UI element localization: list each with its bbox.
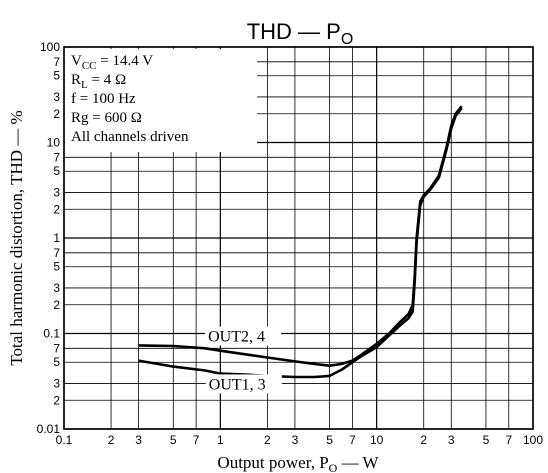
y-tick-label: 2 [53,393,60,407]
x-tick-label: 1 [217,433,224,447]
y-tick-label: 5 [53,260,60,274]
x-tick-label: 7 [349,433,356,447]
x-tick-label: 7 [505,433,512,447]
x-tick-label: 2 [264,433,271,447]
y-tick-label: 7 [53,341,60,355]
y-tick-label: 0.1 [43,327,60,341]
annotation-line: VCC = 14.4 V [71,53,153,72]
y-tick-label: 2 [53,107,60,121]
chart-title: THD — PO [247,19,354,48]
x-axis-label: Output power, PO — W [217,453,379,473]
y-tick-label: 7 [53,55,60,69]
x-tick-label: 100 [523,433,543,447]
y-tick-label: 3 [53,376,60,390]
x-tick-label: 5 [483,433,490,447]
y-axis-label: Total harmonic distortion, THD — % [7,110,26,365]
y-tick-label: 0.01 [37,422,61,436]
annotation-background [65,49,257,152]
y-tick-label: 3 [53,185,60,199]
x-tick-label: 7 [193,433,200,447]
x-tick-label: 5 [170,433,177,447]
x-tick-label: 2 [420,433,427,447]
y-tick-label: 1 [53,231,60,245]
y-tick-label: 7 [53,246,60,260]
y-tick-label: 10 [47,136,61,150]
series-labels: OUT2, 4 OUT1, 3 [205,326,282,394]
x-tick-label: 5 [326,433,333,447]
y-tick-label: 3 [53,281,60,295]
series-label-background [205,374,282,394]
x-tick-labels: 0.1 2 3 5 7 1 2 3 5 7 10 2 3 5 7 100 [56,433,544,447]
annotation-line: Rg = 600 Ω [71,110,142,126]
y-tick-label: 2 [53,202,60,216]
annotation-line: RL = 4 Ω [71,72,126,91]
x-tick-label: 10 [370,433,384,447]
y-tick-label: 7 [53,150,60,164]
x-tick-label: 2 [108,433,115,447]
plot-frame [63,46,534,430]
x-tick-label: 3 [135,433,142,447]
x-tick-label: 0.1 [56,433,73,447]
annotation-box: VCC = 14.4 VRL = 4 Ωf = 100 Hz Rg = 600 Ω… [65,49,257,152]
x-tick-label: 3 [448,433,455,447]
annotation-line: f = 100 Hz [71,91,136,107]
annotation-line: All channels driven [71,129,189,145]
y-tick-label: 5 [53,355,60,369]
series-label: OUT2, 4 [208,329,265,346]
y-tick-label: 100 [40,40,60,54]
series-label: OUT1, 3 [209,376,266,393]
y-tick-label: 3 [53,90,60,104]
y-tick-label: 5 [53,164,60,178]
y-tick-label: 2 [53,298,60,312]
y-tick-label: 5 [53,69,60,83]
x-tick-label: 3 [292,433,299,447]
series-label-background [205,326,282,346]
